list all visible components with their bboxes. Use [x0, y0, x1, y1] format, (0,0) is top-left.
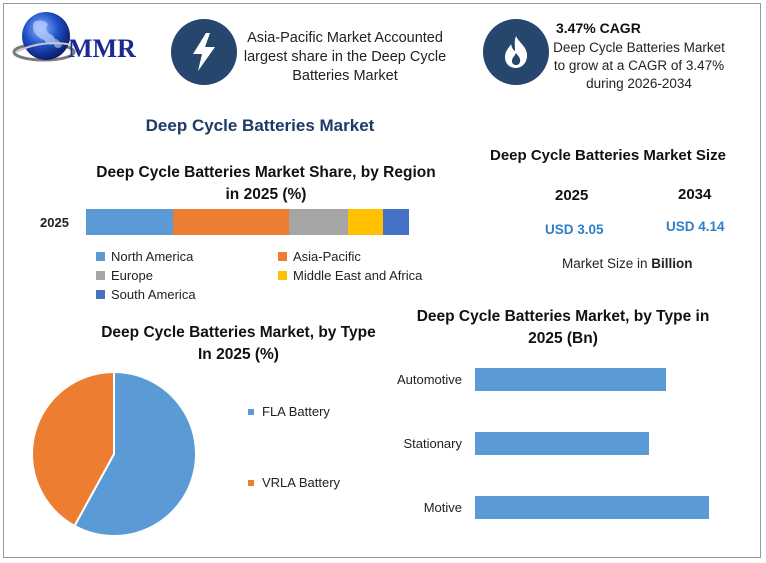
lightning-icon	[171, 19, 237, 85]
region-legend-item: South America	[96, 287, 278, 302]
type-pie-title-line1: Deep Cycle Batteries Market, by Type	[101, 324, 376, 341]
legend-label: Asia-Pacific	[293, 249, 361, 264]
region-row-label: 2025	[40, 215, 69, 230]
type-pie-title: Deep Cycle Batteries Market, by Type In …	[86, 322, 391, 366]
region-bar-segment-south-america	[383, 209, 409, 235]
legend-label: Europe	[111, 268, 153, 283]
legend-label: VRLA Battery	[262, 475, 341, 490]
info-text-region: Asia-Pacific Market Accounted largest sh…	[243, 30, 447, 84]
logo-text: MMR	[68, 34, 136, 63]
region-legend-item: Europe	[96, 268, 278, 283]
region-legend-item: North America	[96, 249, 278, 264]
type-bar-title: Deep Cycle Batteries Market, by Type in …	[410, 306, 716, 350]
region-legend-item: Middle East and Africa	[278, 268, 456, 283]
size-year-2034: 2034	[678, 186, 712, 203]
infographic-frame	[3, 3, 761, 558]
bar-category-label: Motive	[423, 500, 462, 515]
pie-slice-fla-battery	[73, 370, 197, 537]
legend-swatch	[96, 271, 105, 280]
size-unit-bold: Billion	[651, 256, 693, 271]
type-pie-legend: FLA Battery VRLA Battery	[248, 404, 340, 490]
legend-label: South America	[111, 287, 196, 302]
size-unit-prefix: Market Size in	[562, 256, 652, 271]
cagr-title: 3.47% CAGR	[556, 20, 641, 36]
legend-swatch	[96, 252, 105, 261]
size-year-2025: 2025	[555, 187, 589, 204]
size-value-2025: USD 3.05	[545, 222, 604, 237]
legend-swatch	[278, 271, 287, 280]
type-bar-title-line1: Deep Cycle Batteries Market, by Type in	[416, 308, 710, 325]
type-pie-chart	[31, 370, 197, 537]
region-legend-item: Asia-Pacific	[278, 249, 456, 264]
mmr-globe-logo-icon	[12, 12, 79, 62]
region-chart-title-line1: Deep Cycle Batteries Market Share, by Re…	[96, 164, 436, 181]
legend-swatch	[96, 290, 105, 299]
type-bar-motive	[475, 496, 710, 519]
region-bar-segment-north-america	[86, 209, 174, 235]
legend-swatch	[278, 252, 287, 261]
type-bar-automotive	[475, 368, 666, 391]
bar-category-label: Automotive	[396, 372, 462, 387]
cagr-text: Deep Cycle Batteries Market to grow at a…	[553, 40, 725, 91]
legend-label: Middle East and Africa	[293, 268, 423, 283]
legend-label: FLA Battery	[262, 404, 330, 419]
bar-category-label: Stationary	[403, 436, 462, 451]
region-chart-title: Deep Cycle Batteries Market Share, by Re…	[86, 162, 446, 206]
region-bar-segment-asia-pacific	[173, 209, 290, 235]
pie-legend-item: FLA Battery	[248, 404, 340, 419]
legend-swatch	[248, 408, 254, 415]
legend-label: North America	[111, 249, 194, 264]
region-stacked-bar	[86, 209, 409, 235]
region-bar-segment-middle-east-and-africa	[347, 209, 384, 235]
region-legend: North America Asia-Pacific Europe Middle Ea…	[96, 249, 456, 302]
size-unit-note: Market Size in Billion	[562, 256, 693, 271]
pie-legend-item: VRLA Battery	[248, 475, 340, 490]
type-bar-stationary	[475, 432, 650, 455]
type-bar-title-line2: 2025 (Bn)	[528, 330, 598, 347]
legend-swatch	[248, 479, 254, 486]
size-panel-title: Deep Cycle Batteries Market Size	[490, 147, 726, 164]
pie-slice-vrla-battery	[31, 370, 115, 528]
type-bar-chart: Automotive Stationary Motive	[342, 355, 742, 545]
region-bar-segment-europe	[289, 209, 348, 235]
flame-icon	[483, 19, 549, 85]
size-value-2034: USD 4.14	[666, 219, 725, 234]
main-title: Deep Cycle Batteries Market	[145, 116, 375, 135]
region-chart-title-line2: in 2025 (%)	[225, 186, 307, 203]
type-pie-title-line2: In 2025 (%)	[198, 346, 279, 363]
